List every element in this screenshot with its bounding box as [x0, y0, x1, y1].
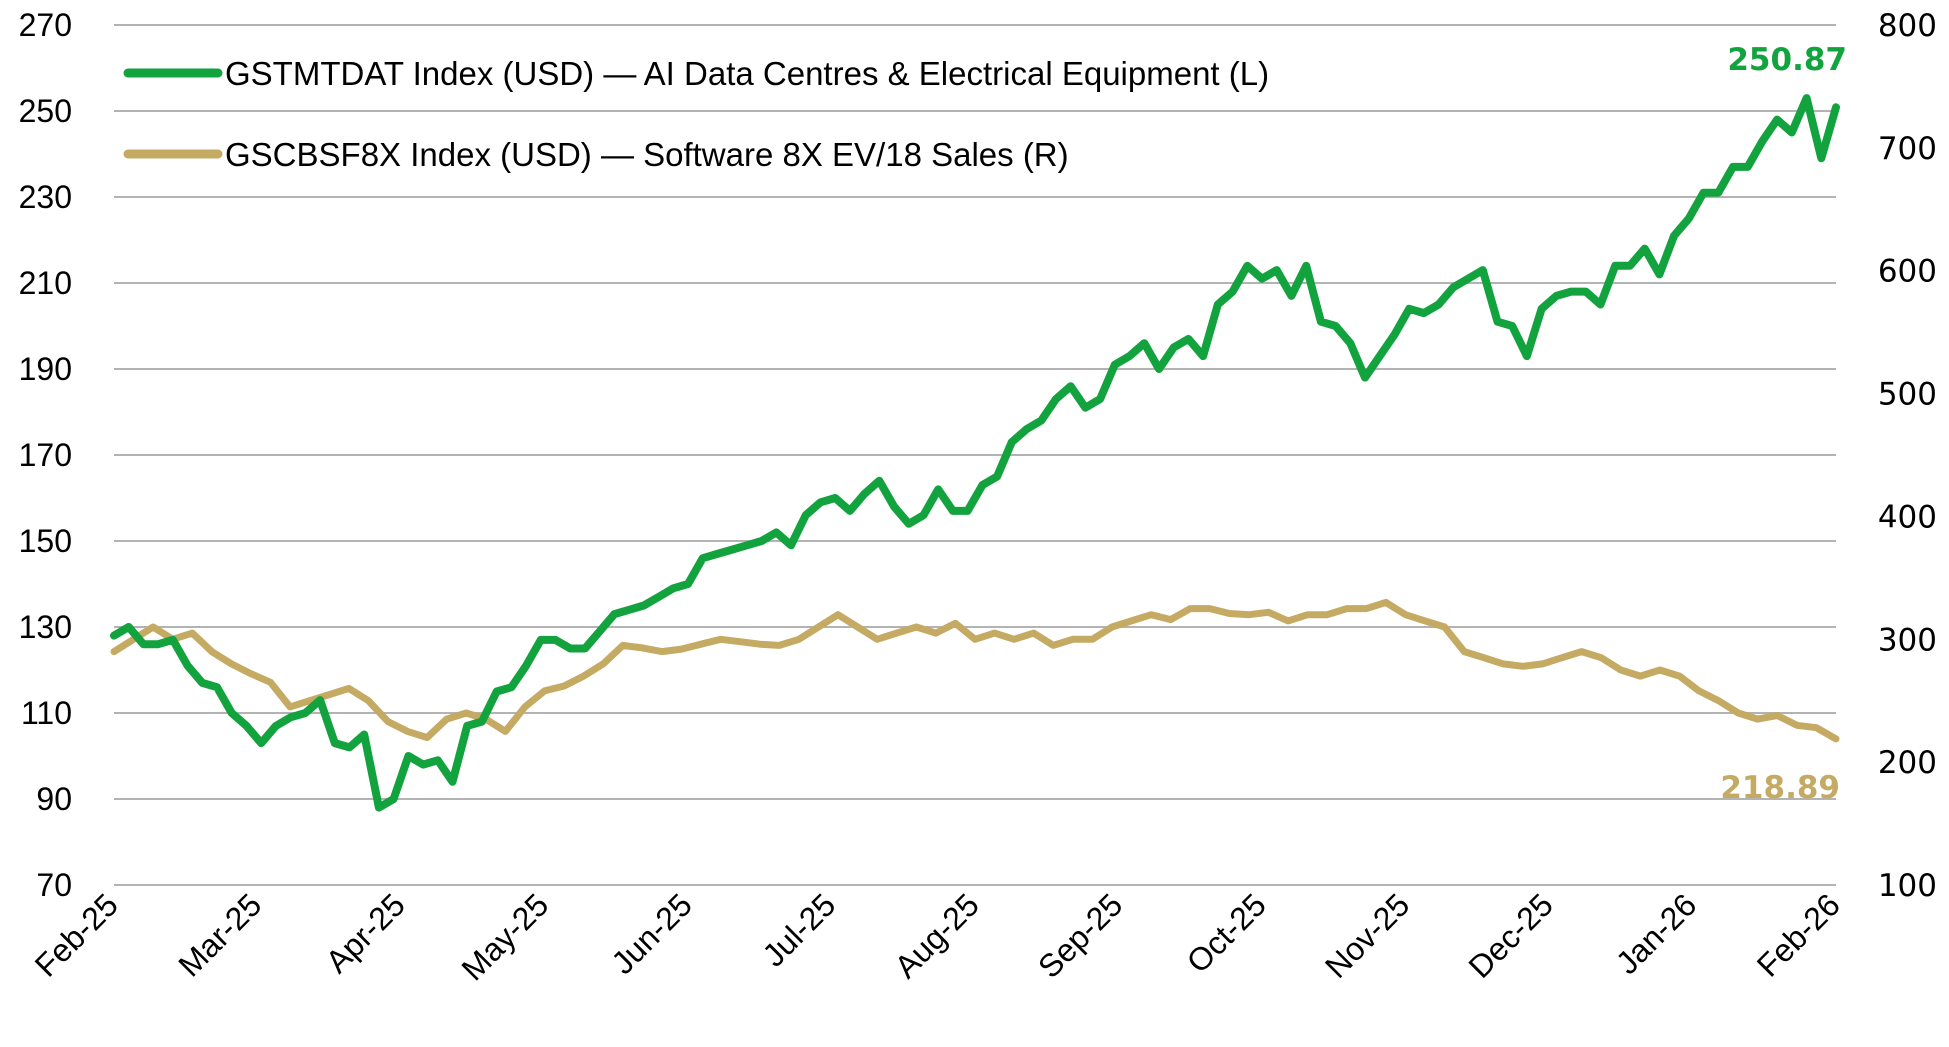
left-y-axis: 270 250 230 210 190 170 150 130 110 90 70: [19, 7, 72, 903]
right-y-axis: 800 700 600 500 400 300 200 100: [1878, 8, 1937, 904]
x-axis: Feb-25 Mar-25 Apr-25 May-25 Jun-25 Jul-25 Aug-…: [28, 886, 1847, 987]
y-left-tick-label: 190: [19, 351, 72, 387]
legend-label-green: GSTMTDAT Index (USD) — AI Data Centres &…: [225, 55, 1269, 92]
legend-label-tan: GSCBSF8X Index (USD) — Software 8X EV/18…: [225, 136, 1069, 173]
y-left-tick-label: 70: [36, 867, 72, 903]
y-right-tick-label: 200: [1878, 745, 1937, 781]
x-tick-label: Oct-25: [1180, 886, 1273, 979]
x-tick-label: Nov-25: [1318, 886, 1416, 984]
y-left-tick-label: 270: [19, 7, 72, 43]
y-left-tick-label: 170: [19, 437, 72, 473]
x-tick-label: May-25: [455, 886, 556, 987]
x-tick-label: Jan-26: [1609, 886, 1704, 981]
x-tick-label: Mar-25: [171, 886, 268, 983]
x-tick-label: Dec-25: [1462, 886, 1560, 984]
end-label-green: 250.87: [1727, 42, 1847, 78]
x-tick-label: Apr-25: [319, 886, 412, 979]
y-right-tick-label: 700: [1878, 131, 1937, 167]
y-left-tick-label: 110: [21, 695, 72, 731]
y-right-tick-label: 800: [1878, 8, 1937, 44]
x-tick-label: Feb-26: [1750, 886, 1847, 983]
gridlines: [114, 24, 1836, 886]
y-right-tick-label: 500: [1878, 377, 1937, 413]
y-right-tick-label: 400: [1878, 499, 1937, 535]
y-left-tick-label: 230: [19, 179, 72, 215]
x-tick-label: Jul-25: [755, 886, 842, 973]
series-line-gstmtdat: [110, 94, 1840, 812]
y-left-tick-label: 250: [19, 93, 72, 129]
series-lines: [110, 94, 1840, 812]
y-left-tick-label: 210: [19, 265, 72, 301]
y-left-tick-label: 130: [19, 609, 72, 645]
y-left-tick-label: 150: [19, 523, 72, 559]
x-tick-label: Sep-25: [1031, 886, 1129, 984]
x-tick-label: Jun-25: [604, 886, 699, 981]
x-tick-label: Aug-25: [888, 886, 986, 984]
y-right-tick-label: 300: [1878, 622, 1937, 658]
legend: GSTMTDAT Index (USD) — AI Data Centres &…: [123, 55, 1269, 173]
end-label-tan: 218.89: [1720, 770, 1840, 806]
y-left-tick-label: 90: [36, 781, 72, 817]
y-right-tick-label: 600: [1878, 254, 1937, 290]
series-line-gscbsf8x: [110, 598, 1840, 743]
y-right-tick-label: 100: [1878, 868, 1937, 904]
